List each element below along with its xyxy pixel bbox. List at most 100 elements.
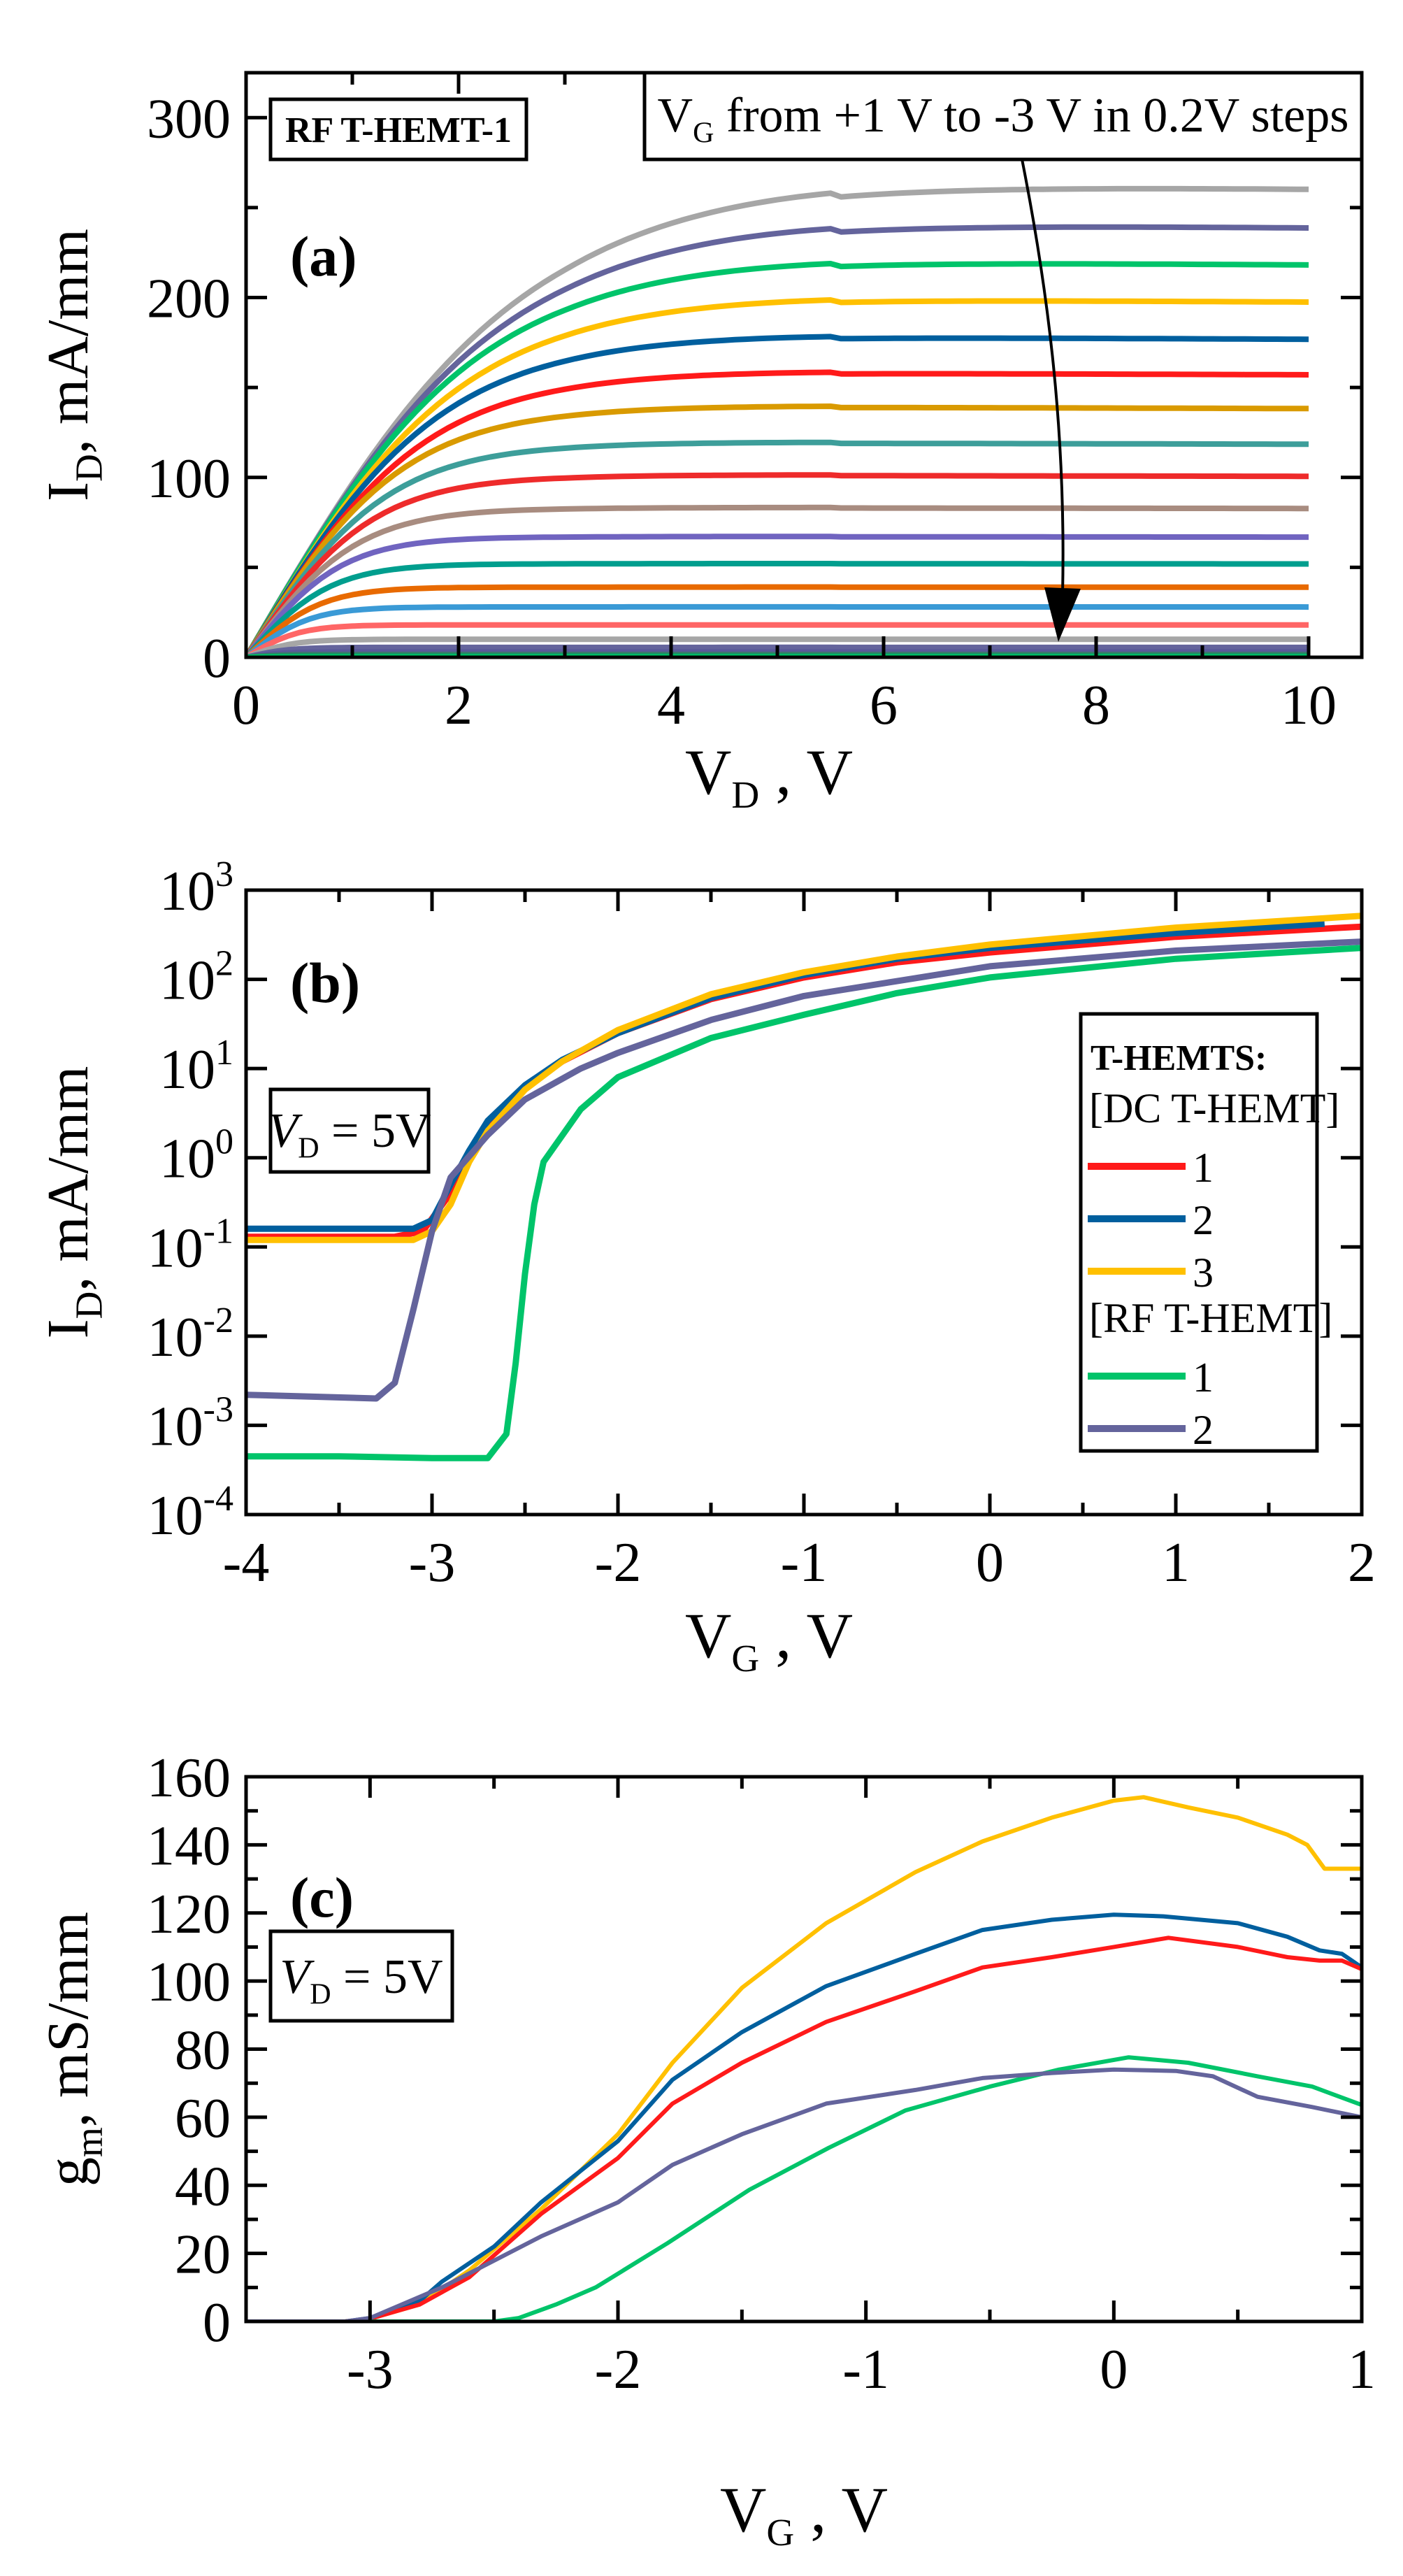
legend-item: 2 (1088, 1407, 1214, 1453)
x-tick-label: -2 (595, 1532, 642, 1594)
legend-label: 2 (1193, 1407, 1214, 1453)
curve-vg--1.8 (246, 622, 1309, 657)
curve-rf-t-hemt-1-3 (246, 2055, 1362, 2321)
x-tick-label: 0 (1100, 2339, 1128, 2400)
y-tick-label: 100 (147, 1952, 231, 2013)
y-tick-label: 10-1 (148, 1211, 233, 1279)
y-tick-label-exponent: -1 (203, 1211, 233, 1251)
y-tick-label-base: 10 (159, 1039, 215, 1101)
curve-2-4 (246, 938, 1362, 1402)
x-axis-label-rest: , V (794, 2474, 888, 2545)
y-tick-label-base: 10 (159, 1129, 215, 1190)
sweep-annotation-sub: G (693, 117, 714, 149)
y-tick-label: 100 (147, 448, 231, 510)
y-tick-label-base: 10 (148, 1307, 203, 1368)
y-tick-label: 10-3 (148, 1389, 233, 1457)
y-tick-label: 40 (175, 2156, 231, 2217)
arrow-head-icon (1044, 587, 1081, 642)
y-tick-label: 80 (175, 2020, 231, 2082)
sweep-arrow (1021, 159, 1065, 595)
y-tick-label: 10-4 (148, 1479, 233, 1547)
vd-condition-box (268, 1929, 454, 2023)
x-axis-label-sub: G (731, 1637, 759, 1680)
panel-label: (b) (290, 951, 360, 1015)
vd-condition-rest: = 5V (319, 1104, 431, 1158)
device-label: RF T-HEMT-1 (285, 110, 512, 150)
y-tick-label-exponent: 0 (215, 1122, 233, 1162)
legend-label: 3 (1193, 1250, 1214, 1296)
y-axis-label-main: g (36, 2157, 101, 2187)
x-tick-label: 2 (1348, 1532, 1376, 1594)
vd-condition-sub: D (298, 1132, 319, 1164)
y-tick-label: 0 (203, 628, 231, 689)
panel-label: (a) (290, 224, 357, 288)
y-tick-label: 200 (147, 269, 231, 330)
y-tick-label-exponent: -4 (203, 1479, 233, 1519)
y-tick-label: 100 (159, 1122, 233, 1190)
y-tick-label-base: 10 (159, 950, 215, 1012)
y-tick-label: 20 (175, 2224, 231, 2286)
y-axis-label: ID, mA/mm (36, 229, 110, 501)
curve-rf-t-hemt-2-4 (246, 2067, 1362, 2321)
y-axis-label-rest: , mA/mm (36, 1066, 101, 1291)
curve-1-3 (246, 945, 1362, 1461)
vd-condition-main: V (280, 1950, 315, 2004)
x-tick-label: 0 (232, 675, 260, 736)
y-tick-label: 0 (203, 2292, 231, 2354)
sweep-annotation-main: V (658, 89, 693, 143)
curve-vg-1 (246, 185, 1309, 657)
x-tick-label: 10 (1281, 675, 1337, 736)
x-tick-label: 1 (1348, 2339, 1376, 2400)
y-tick-label-base: 10 (148, 1396, 203, 1457)
x-tick-label: -4 (223, 1532, 270, 1594)
x-axis-label-main: V (720, 2474, 766, 2545)
panel-label: (c) (290, 1866, 354, 1929)
curve-vg-0.2 (246, 334, 1309, 657)
x-tick-label: 1 (1162, 1532, 1190, 1594)
curve-vg--1.4 (246, 584, 1309, 657)
x-tick-label: 4 (657, 675, 685, 736)
x-axis-label: VG , V (685, 1600, 853, 1680)
y-tick-label-exponent: -3 (203, 1389, 233, 1429)
vd-condition: VD = 5V (280, 1950, 443, 2010)
y-tick-label: 60 (175, 2088, 231, 2149)
y-axis-label-rest: , mA/mm (36, 229, 101, 454)
curves (246, 1795, 1362, 2321)
curve-vg--0.8 (246, 504, 1309, 657)
x-axis-label-sub: G (766, 2511, 794, 2554)
x-tick-label: 0 (976, 1532, 1004, 1594)
legend-item: 1 (1088, 1354, 1214, 1401)
curve-vg-0 (246, 369, 1309, 657)
y-tick-label: 103 (159, 854, 233, 922)
legend-label: 2 (1193, 1197, 1214, 1243)
y-tick-label: 300 (147, 88, 231, 150)
legend-item: 2 (1088, 1197, 1214, 1243)
x-axis-label-main: V (685, 1600, 731, 1671)
y-axis-label: ID, mA/mm (36, 1066, 110, 1339)
x-tick-label: 6 (870, 675, 898, 736)
x-tick-label: -1 (842, 2339, 889, 2400)
curve-vg--0.4 (246, 439, 1309, 657)
x-tick-label: 2 (445, 675, 473, 736)
curve-vg--1 (246, 534, 1309, 657)
legend-label: 1 (1193, 1145, 1214, 1191)
curves (246, 913, 1362, 1461)
y-tick-label: 120 (147, 1884, 231, 1945)
y-tick-label-base: 10 (148, 1217, 203, 1279)
curve-vg-0.4 (246, 297, 1309, 657)
panel-b-transfer-characteristics: -4 -3 -2 -1 0 1 210-410-310-210-1100101102103V… (36, 854, 1376, 1680)
vd-condition-rest: = 5V (331, 1950, 443, 2004)
y-axis-label: gm, mS/mm (36, 1912, 110, 2187)
x-axis-label-rest: , V (759, 1600, 853, 1671)
y-tick-label-base: 10 (148, 1485, 203, 1547)
sweep-annotation-box (642, 71, 1364, 162)
curve-vg--1.6 (246, 603, 1309, 657)
y-tick-label-base: 10 (159, 861, 215, 922)
y-axis-label-main: I (36, 482, 101, 501)
device-label-box (268, 97, 528, 162)
y-axis-label-sub: D (67, 454, 110, 482)
curve-vg--0.6 (246, 472, 1309, 657)
